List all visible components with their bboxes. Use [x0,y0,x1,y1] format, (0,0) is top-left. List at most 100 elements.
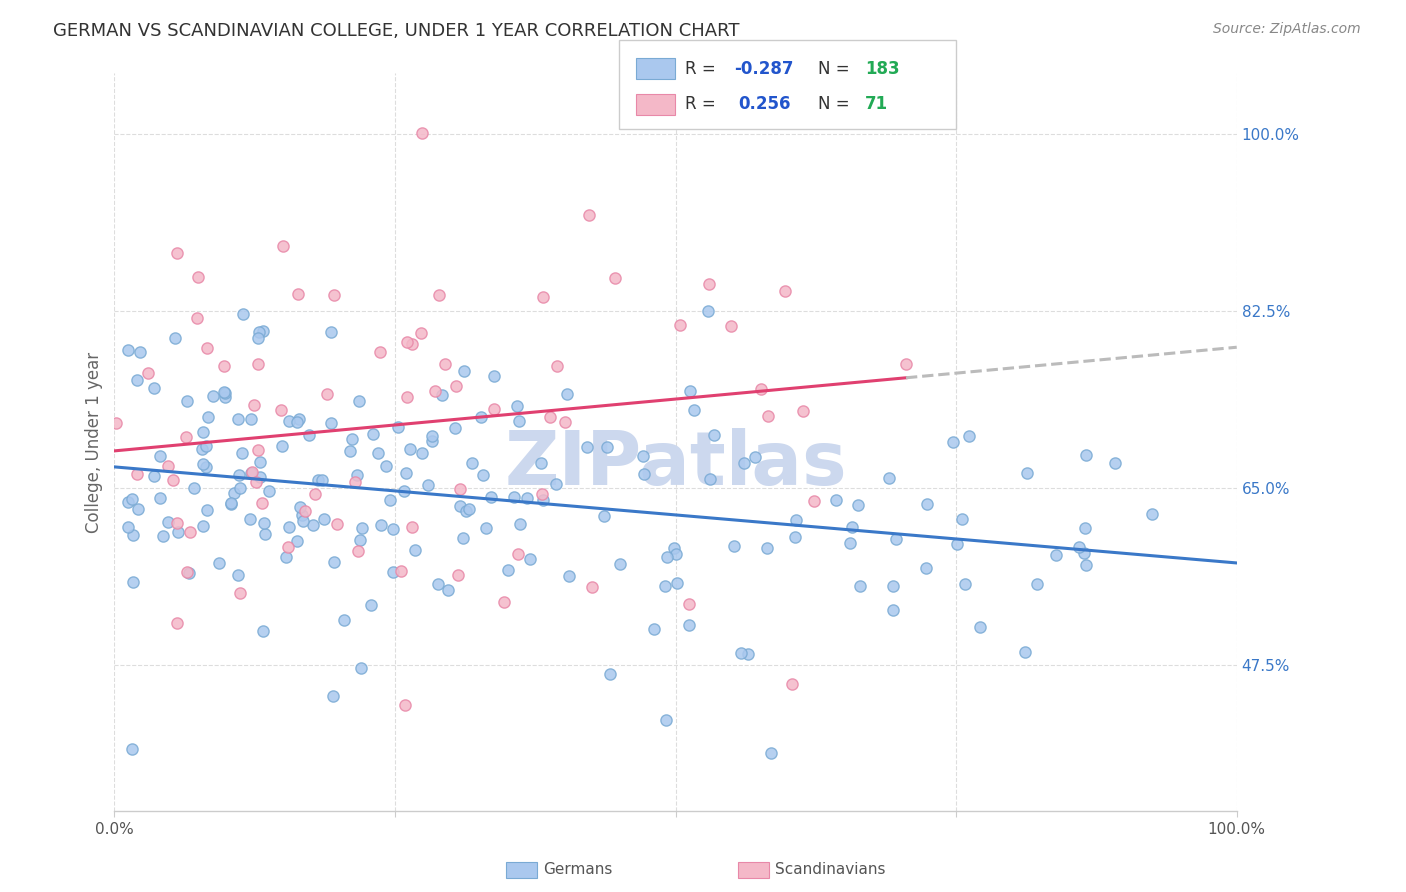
Point [298,427,321,442]
Point [449,482,471,496]
Point [759,747,782,761]
Point [914,560,936,574]
Point [744,450,766,464]
Point [277,519,299,533]
Point [253,526,276,541]
Point [304,486,326,500]
Text: Source: ZipAtlas.com: Source: ZipAtlas.com [1213,22,1361,37]
Point [825,493,848,508]
Point [437,582,460,597]
Point [321,416,343,430]
Point [294,504,316,518]
Point [127,501,149,516]
Point [121,742,143,756]
Point [162,474,184,488]
Point [250,496,273,510]
Point [846,499,869,513]
Point [1014,645,1036,659]
Point [195,502,218,516]
Point [780,677,803,691]
Point [605,270,627,285]
Point [257,484,280,499]
Point [165,331,187,345]
Point [382,522,405,536]
Point [482,401,505,416]
Point [969,619,991,633]
Point [554,415,576,429]
Point [655,549,678,564]
Point [953,577,976,591]
Point [946,537,969,551]
Point [239,412,262,426]
Text: R =: R = [685,95,725,113]
Point [873,96,896,111]
Point [849,579,872,593]
Point [288,500,311,515]
Point [665,548,688,562]
Point [683,402,706,417]
Point [270,439,292,453]
Point [1142,507,1164,521]
Text: 0.256: 0.256 [738,95,790,113]
Point [374,459,396,474]
Point [271,238,294,252]
Point [470,410,492,425]
Point [157,515,180,529]
Point [350,661,373,675]
Point [427,288,450,302]
Point [214,390,236,404]
Point [749,383,772,397]
Point [957,428,980,442]
Point [472,467,495,482]
Point [224,486,246,500]
Point [285,415,308,429]
Point [231,446,253,460]
Point [531,290,554,304]
Point [733,456,755,470]
Point [193,425,215,439]
Point [321,326,343,340]
Point [474,521,496,535]
Point [253,516,276,530]
Point [411,326,433,341]
Point [444,378,467,392]
Point [1074,521,1097,535]
Point [755,541,778,555]
Point [219,497,242,511]
Point [1104,457,1126,471]
Point [720,319,742,334]
Point [214,359,236,374]
Point [803,494,825,508]
Point [187,270,209,285]
Point [276,550,298,565]
Point [166,516,188,531]
Point [247,325,270,339]
Point [609,558,631,572]
Point [246,442,269,457]
Point [633,467,655,481]
Y-axis label: College, Under 1 year: College, Under 1 year [86,351,103,533]
Point [352,521,374,535]
Point [346,467,368,482]
Point [177,566,200,581]
Point [239,511,262,525]
Point [1015,466,1038,480]
Point [232,307,254,321]
Point [166,525,188,540]
Point [128,345,150,359]
Point [195,341,218,355]
Point [401,520,423,534]
Point [578,208,600,222]
Point [546,359,568,373]
Point [166,245,188,260]
Point [183,481,205,495]
Point [312,511,335,525]
Point [249,454,271,468]
Point [349,393,371,408]
Text: Germans: Germans [543,863,612,877]
Point [404,543,426,558]
Point [381,565,404,579]
Text: N =: N = [818,60,855,78]
Text: GERMAN VS SCANDINAVIAN COLLEGE, UNDER 1 YEAR CORRELATION CHART: GERMAN VS SCANDINAVIAN COLLEGE, UNDER 1 … [53,22,740,40]
Point [655,713,678,727]
